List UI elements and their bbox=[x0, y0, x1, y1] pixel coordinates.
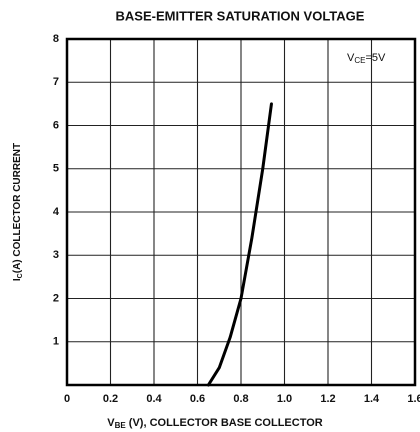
y-label-sub: C bbox=[17, 273, 24, 278]
plot-frame bbox=[65, 37, 417, 387]
x-tick-label: 1.4 bbox=[364, 393, 380, 405]
y-tick-label: 5 bbox=[53, 163, 59, 175]
y-label-rest: (A) COLLECTOR CURRENT bbox=[12, 143, 23, 273]
x-tick-label: 1.2 bbox=[320, 393, 335, 405]
x-tick-label: 0 bbox=[64, 393, 70, 405]
y-label-main: I bbox=[12, 278, 23, 281]
y-axis-label: IC(A) COLLECTOR CURRENT bbox=[12, 143, 24, 281]
annotation-sub: CE bbox=[354, 56, 365, 65]
y-tick-label: 7 bbox=[53, 76, 59, 88]
annotation: VCE=5V bbox=[347, 52, 386, 65]
annotation-rest: =5V bbox=[365, 52, 386, 64]
y-tick-label: 1 bbox=[53, 336, 59, 348]
x-label-main: V bbox=[107, 417, 115, 429]
x-label-rest: (V), COLLECTOR BASE COLLECTOR bbox=[126, 417, 323, 429]
y-tick-label: 6 bbox=[53, 119, 59, 131]
x-label-sub: BE bbox=[115, 421, 127, 430]
x-tick-label: 0.2 bbox=[103, 393, 118, 405]
x-tick-label: 0.4 bbox=[146, 393, 162, 405]
curve bbox=[206, 102, 273, 387]
chart-title: BASE-EMITTER SATURATION VOLTAGE bbox=[116, 8, 365, 23]
annotation-main: V bbox=[347, 52, 355, 64]
x-tick-label: 1.6 bbox=[407, 393, 420, 405]
x-tick-label: 0.6 bbox=[190, 393, 205, 405]
y-tick-label: 3 bbox=[53, 249, 59, 261]
x-tick-label: 0.8 bbox=[233, 393, 248, 405]
y-tick-label: 4 bbox=[53, 206, 60, 218]
x-tick-label: 1.0 bbox=[277, 393, 292, 405]
y-tick-label: 2 bbox=[53, 292, 59, 304]
y-tick-label: 8 bbox=[53, 33, 59, 45]
x-axis-label: VBE (V), COLLECTOR BASE COLLECTOR bbox=[107, 417, 323, 430]
